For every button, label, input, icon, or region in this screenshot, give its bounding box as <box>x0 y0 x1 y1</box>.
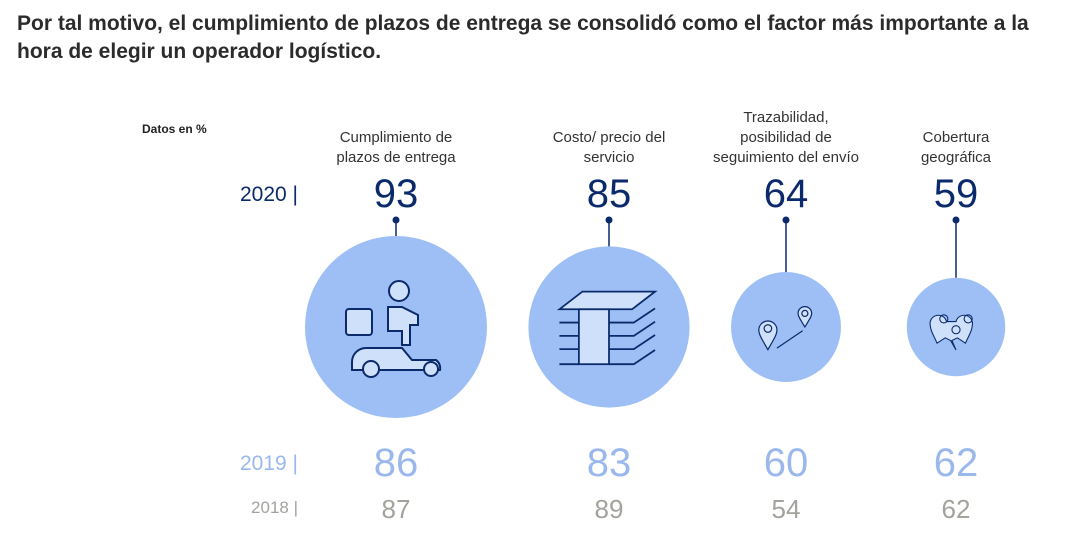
year-label-2019: 2019 | <box>239 452 298 475</box>
value-2018: 89 <box>594 494 624 524</box>
value-2019: 62 <box>933 441 979 485</box>
category-label: Cobertura <box>922 129 990 146</box>
route-pins-icon <box>758 306 813 351</box>
value-2018: 62 <box>941 494 971 524</box>
value-2020: 64 <box>763 172 809 216</box>
category-label: geográfica <box>920 149 992 166</box>
money-stack-icon <box>556 290 658 366</box>
bubble-2020 <box>731 272 841 382</box>
value-2020: 85 <box>586 172 632 216</box>
leader-dot <box>782 216 790 224</box>
category-column: Cumplimiento de plazos de entrega 93 86 87 <box>296 0 496 533</box>
category-label: Costo/ precio del <box>552 129 666 146</box>
bubble-group <box>906 216 1006 377</box>
year-label-2020: 2020 | <box>239 183 298 206</box>
value-2020: 93 <box>373 172 419 216</box>
multi-location-icon <box>929 314 974 351</box>
value-2019: 86 <box>373 441 419 485</box>
year-label-2018: 2018 | <box>251 498 298 517</box>
unit-note: Datos en % <box>142 122 207 136</box>
value-2019: 60 <box>763 441 809 485</box>
category-column: Cobertura geográfica 59 62 62 <box>856 0 1056 533</box>
bubble-group <box>305 216 487 418</box>
delivery-scooter-icon <box>345 280 442 378</box>
page-title: Por tal motivo, el cumplimiento de plazo… <box>17 12 1029 63</box>
leader-dot <box>952 216 960 224</box>
value-2018: 87 <box>381 494 411 524</box>
leader-dot <box>605 216 613 224</box>
category-label: seguimiento del envío <box>713 149 859 166</box>
leader-dot <box>392 216 400 224</box>
category-column: Trazabilidad, posibilidad de seguimiento d… <box>686 0 886 533</box>
category-label: Cumplimiento de <box>339 129 453 146</box>
category-label: servicio <box>583 149 635 166</box>
value-2020: 59 <box>933 172 979 216</box>
category-label: posibilidad de <box>740 129 832 146</box>
bubble-group <box>528 216 690 408</box>
value-2018: 54 <box>771 494 801 524</box>
value-2019: 83 <box>586 441 632 485</box>
bubble-group <box>731 216 841 382</box>
category-label: plazos de entrega <box>336 149 456 166</box>
category-label: Trazabilidad, <box>743 109 829 126</box>
category-column: Costo/ precio del servicio 85 83 89 <box>509 0 709 533</box>
